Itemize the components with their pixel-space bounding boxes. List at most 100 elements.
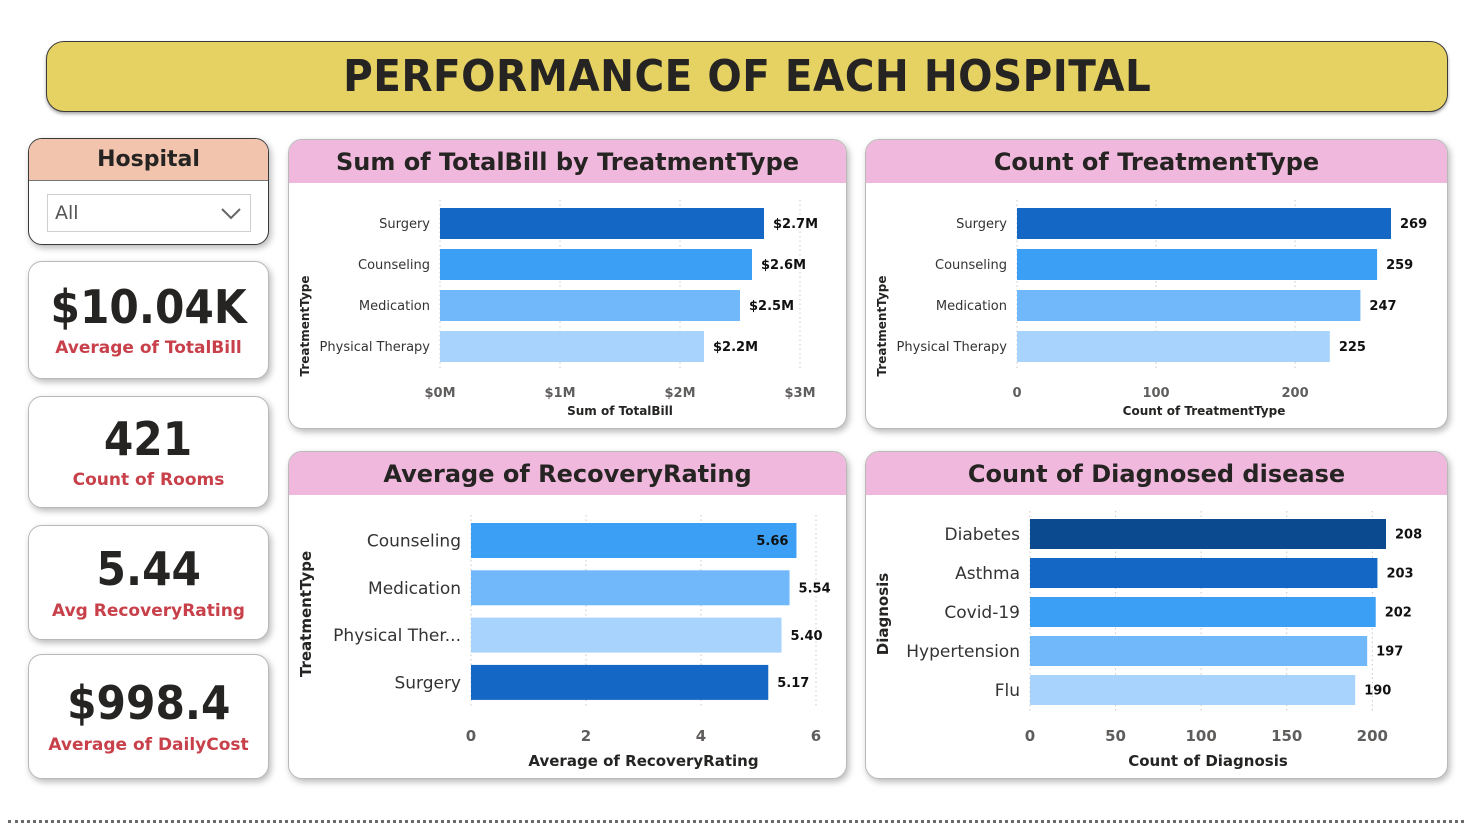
data-label: 247 bbox=[1369, 299, 1396, 314]
category-label: Hypertension bbox=[906, 642, 1020, 662]
data-label: $2.2M bbox=[713, 340, 758, 355]
chart-card-recovery-rating[interactable]: Average of RecoveryRating 0 2 4 6 Counseling… bbox=[288, 451, 847, 779]
bar[interactable] bbox=[471, 523, 797, 558]
y-axis-title: TreatmentType bbox=[297, 551, 315, 677]
chart-totalbill-plot: $0M $1M $2M $3M Surgery $2.7M Counseling $2.6M M… bbox=[298, 200, 818, 418]
kpi-card-average-totalbill[interactable]: $10.04K Average of TotalBill bbox=[28, 261, 269, 379]
kpi-card-count-rooms[interactable]: 421 Count of Rooms bbox=[28, 396, 269, 508]
kpi-label: Count of Rooms bbox=[72, 470, 225, 491]
data-label: $2.7M bbox=[773, 217, 818, 232]
bar[interactable] bbox=[440, 290, 740, 321]
data-label: $2.5M bbox=[749, 299, 794, 314]
kpi-card-average-dailycost[interactable]: $998.4 Average of DailyCost bbox=[28, 654, 269, 779]
x-axis-title: Average of RecoveryRating bbox=[528, 752, 758, 770]
category-label: Flu bbox=[995, 681, 1020, 701]
x-tick-label: 100 bbox=[1142, 386, 1169, 401]
category-label: Surgery bbox=[956, 217, 1007, 232]
hospital-dropdown[interactable]: All bbox=[47, 194, 251, 232]
data-label: 5.66 bbox=[756, 534, 788, 549]
data-label: 190 bbox=[1364, 684, 1391, 699]
slicer-title: Hospital bbox=[29, 139, 268, 181]
x-tick-label: $3M bbox=[784, 386, 815, 401]
data-label: 225 bbox=[1339, 340, 1366, 355]
x-tick-label: $2M bbox=[664, 386, 695, 401]
x-tick-label: 2 bbox=[581, 727, 591, 745]
x-tick-label: 50 bbox=[1105, 727, 1126, 745]
chart-card-diagnosed-disease[interactable]: Count of Diagnosed disease 0 50 100 150 200 D… bbox=[865, 451, 1448, 779]
bar[interactable] bbox=[1017, 208, 1391, 239]
bar[interactable] bbox=[1030, 558, 1378, 588]
bar[interactable] bbox=[1030, 519, 1386, 549]
chevron-down-icon[interactable] bbox=[220, 207, 242, 221]
x-tick-label: 200 bbox=[1357, 727, 1388, 745]
data-label: 208 bbox=[1395, 528, 1422, 543]
bar[interactable] bbox=[1017, 249, 1378, 280]
data-label: 5.40 bbox=[791, 629, 823, 644]
bar[interactable] bbox=[1017, 290, 1361, 321]
x-tick-label: $1M bbox=[544, 386, 575, 401]
category-label: Counseling bbox=[358, 258, 430, 273]
x-axis-title: Sum of TotalBill bbox=[567, 404, 673, 418]
kpi-label: Average of TotalBill bbox=[55, 338, 242, 359]
data-label: 5.54 bbox=[799, 581, 831, 596]
chart-treatment-count-plot: 0 100 200 Surgery 269 Counseling 259 Medication… bbox=[875, 200, 1427, 418]
category-label: Medication bbox=[936, 299, 1007, 314]
data-label: 203 bbox=[1386, 567, 1413, 582]
chart-title: Average of RecoveryRating bbox=[289, 452, 846, 495]
bar[interactable] bbox=[471, 664, 769, 700]
x-axis-title: Count of TreatmentType bbox=[1123, 404, 1286, 418]
category-label: Covid-19 bbox=[944, 603, 1020, 623]
bar[interactable] bbox=[1017, 331, 1330, 362]
hospital-slicer[interactable]: Hospital All bbox=[28, 138, 269, 245]
category-label: Asthma bbox=[955, 564, 1020, 584]
bar[interactable] bbox=[1030, 597, 1376, 627]
kpi-label: Avg RecoveryRating bbox=[52, 600, 245, 621]
y-axis-title: Diagnosis bbox=[874, 573, 892, 656]
data-label: 197 bbox=[1376, 645, 1403, 660]
data-label: 269 bbox=[1400, 217, 1427, 232]
category-label: Medication bbox=[359, 299, 430, 314]
category-label: Physical Therapy bbox=[320, 340, 431, 355]
kpi-value: $998.4 bbox=[66, 676, 231, 731]
x-tick-label: 6 bbox=[811, 727, 821, 745]
page-title-banner: PERFORMANCE OF EACH HOSPITAL bbox=[46, 41, 1448, 112]
x-tick-label: 0 bbox=[1012, 386, 1021, 401]
category-label: Surgery bbox=[379, 217, 430, 232]
category-label: Counseling bbox=[367, 532, 461, 552]
chart-card-treatment-count[interactable]: Count of TreatmentType 0 100 200 Surgery 269… bbox=[865, 139, 1448, 429]
bar[interactable] bbox=[471, 570, 790, 606]
bar[interactable] bbox=[440, 208, 764, 239]
bar[interactable] bbox=[440, 249, 752, 280]
x-tick-label: 200 bbox=[1281, 386, 1308, 401]
kpi-value: $10.04K bbox=[50, 279, 247, 334]
hospital-dropdown-value: All bbox=[55, 202, 79, 224]
x-tick-label: 0 bbox=[466, 727, 476, 745]
kpi-value: 421 bbox=[104, 411, 193, 466]
x-tick-label: 0 bbox=[1025, 727, 1035, 745]
category-label: Counseling bbox=[935, 258, 1007, 273]
x-tick-label: 150 bbox=[1271, 727, 1302, 745]
chart-title: Sum of TotalBill by TreatmentType bbox=[289, 140, 846, 183]
x-tick-label: $0M bbox=[424, 386, 455, 401]
chart-card-totalbill[interactable]: Sum of TotalBill by TreatmentType $0M $1M… bbox=[288, 139, 847, 429]
x-tick-label: 4 bbox=[696, 727, 706, 745]
bar[interactable] bbox=[471, 617, 782, 653]
page-title: PERFORMANCE OF EACH HOSPITAL bbox=[342, 51, 1152, 102]
y-axis-title: TreatmentType bbox=[875, 276, 889, 377]
x-tick-label: 100 bbox=[1185, 727, 1216, 745]
category-label: Physical Ther... bbox=[333, 626, 461, 646]
data-label: 5.17 bbox=[777, 676, 809, 691]
kpi-value: 5.44 bbox=[96, 542, 201, 597]
data-label: 259 bbox=[1386, 258, 1413, 273]
bar[interactable] bbox=[1030, 675, 1356, 705]
bar[interactable] bbox=[440, 331, 704, 362]
chart-recovery-rating-plot: 0 2 4 6 Counseling 5.66 Medication 5.54 Physical… bbox=[297, 515, 831, 770]
category-label: Physical Therapy bbox=[897, 340, 1008, 355]
data-label: $2.6M bbox=[761, 258, 806, 273]
bar[interactable] bbox=[1030, 636, 1368, 666]
bottom-divider bbox=[8, 820, 1464, 823]
chart-title: Count of Diagnosed disease bbox=[866, 452, 1447, 495]
category-label: Medication bbox=[368, 579, 461, 599]
kpi-card-avg-recoveryrating[interactable]: 5.44 Avg RecoveryRating bbox=[28, 525, 269, 640]
category-label: Diabetes bbox=[945, 525, 1021, 545]
